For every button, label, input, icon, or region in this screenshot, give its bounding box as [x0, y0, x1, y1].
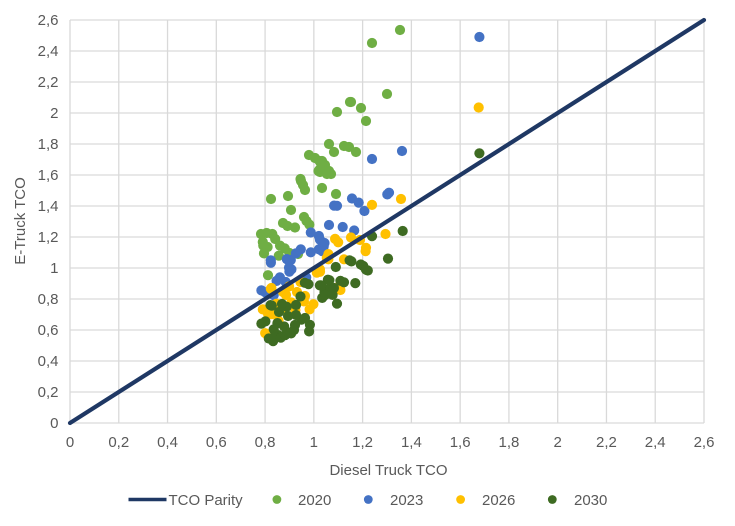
svg-text:Diesel Truck TCO: Diesel Truck TCO	[329, 462, 447, 479]
svg-text:0,8: 0,8	[255, 434, 276, 451]
svg-text:1,4: 1,4	[38, 198, 59, 215]
svg-text:2: 2	[50, 105, 58, 122]
svg-text:2,4: 2,4	[38, 43, 59, 60]
svg-text:1: 1	[50, 260, 58, 277]
svg-text:0,6: 0,6	[38, 322, 59, 339]
svg-text:1,8: 1,8	[498, 434, 519, 451]
svg-text:0,4: 0,4	[157, 434, 178, 451]
svg-text:0,2: 0,2	[108, 434, 129, 451]
svg-text:0,6: 0,6	[206, 434, 227, 451]
svg-text:E-Truck TCO: E-Truck TCO	[12, 177, 29, 265]
svg-text:2: 2	[554, 434, 562, 451]
svg-text:2020: 2020	[298, 492, 331, 509]
svg-text:2,2: 2,2	[38, 74, 59, 91]
svg-text:0,4: 0,4	[38, 353, 59, 370]
svg-text:1,4: 1,4	[401, 434, 422, 451]
svg-text:1,2: 1,2	[352, 434, 373, 451]
svg-text:1,6: 1,6	[38, 167, 59, 184]
svg-text:2,2: 2,2	[596, 434, 617, 451]
svg-text:1: 1	[310, 434, 318, 451]
svg-text:2,4: 2,4	[645, 434, 666, 451]
svg-text:1,6: 1,6	[450, 434, 471, 451]
svg-text:TCO Parity: TCO Parity	[169, 492, 244, 509]
svg-text:0,2: 0,2	[38, 384, 59, 401]
svg-text:2,6: 2,6	[694, 434, 715, 451]
svg-text:1,2: 1,2	[38, 229, 59, 246]
svg-text:0: 0	[66, 434, 74, 451]
svg-text:0,8: 0,8	[38, 291, 59, 308]
svg-text:1,8: 1,8	[38, 136, 59, 153]
svg-text:2030: 2030	[574, 492, 607, 509]
svg-text:2,6: 2,6	[38, 12, 59, 29]
svg-text:2026: 2026	[482, 492, 515, 509]
svg-text:0: 0	[50, 415, 58, 432]
svg-text:2023: 2023	[390, 492, 423, 509]
